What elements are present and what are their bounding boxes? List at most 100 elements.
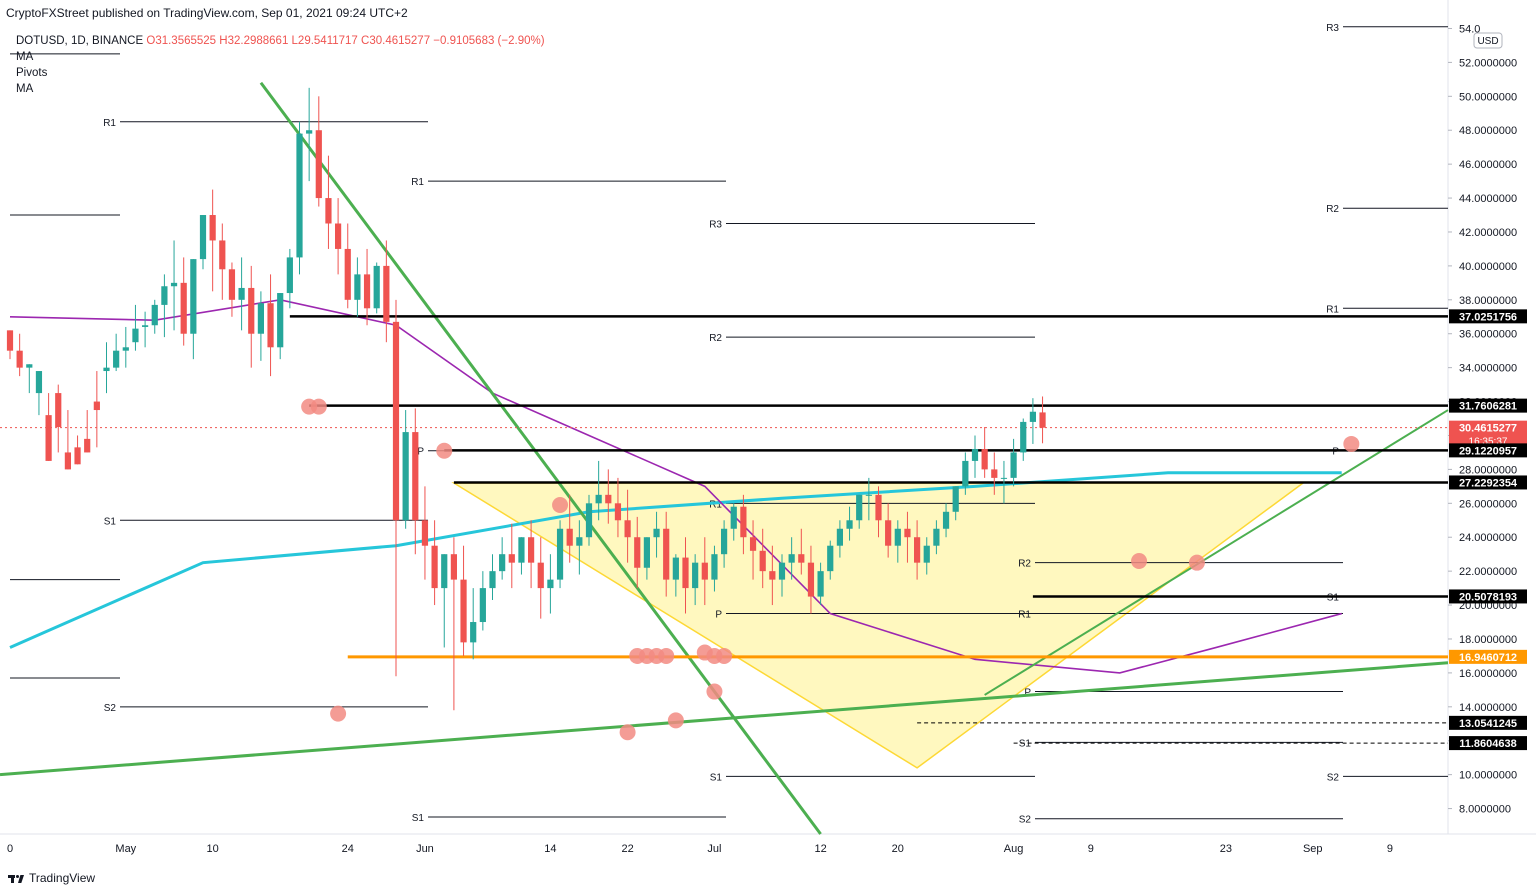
- y-tick-label: 14.0000000: [1459, 702, 1517, 714]
- currency-badge-box[interactable]: [1473, 32, 1503, 49]
- x-tick-label: 12: [814, 843, 826, 855]
- candle-body: [335, 223, 342, 249]
- candle-body: [238, 287, 245, 300]
- candle-body: [836, 528, 843, 546]
- candle-body: [199, 215, 207, 260]
- candle-body: [537, 562, 544, 589]
- price-badge-box: [1449, 475, 1527, 490]
- legend-indicator-pivots[interactable]: Pivots: [16, 67, 48, 79]
- candle-body: [663, 528, 670, 580]
- candle-body: [730, 506, 737, 529]
- candle-body: [421, 520, 429, 546]
- candle-body: [170, 282, 178, 287]
- candle-body: [64, 452, 71, 470]
- candle-body: [875, 494, 882, 521]
- candle-body: [962, 460, 969, 487]
- legend-ohlc: O31.3565525 H32.2988661 L29.5411717 C30.…: [146, 35, 545, 47]
- descending-trend-line: [259, 81, 822, 835]
- currency-badge-label: USD: [1477, 36, 1498, 47]
- touch-point-marker: [1188, 554, 1205, 571]
- candle-body: [122, 347, 129, 351]
- touch-point-marker: [552, 497, 569, 514]
- pivot-level-label: S1: [710, 772, 723, 783]
- candle-body: [846, 520, 853, 529]
- price-badge-label: 30.4615277: [1459, 423, 1517, 435]
- candle-body: [325, 198, 332, 224]
- touch-point-marker: [1131, 552, 1148, 569]
- candle-body: [431, 545, 438, 589]
- candle-body: [682, 557, 689, 589]
- y-tick-label: 38.0000000: [1459, 295, 1517, 307]
- ascending-trend-line: [984, 409, 1449, 696]
- price-badge-box: [1449, 649, 1527, 664]
- price-badge-label: 29.1220957: [1459, 445, 1517, 457]
- candle-body: [923, 545, 930, 563]
- price-badge-label: 20.5078193: [1459, 591, 1517, 603]
- pivot-level-label: S1: [412, 813, 425, 824]
- candle-body: [402, 432, 409, 521]
- candle-body: [180, 282, 187, 334]
- candle-body: [363, 274, 371, 309]
- pivot-level-label: S2: [1019, 815, 1032, 826]
- candle-body: [528, 537, 535, 563]
- legend-indicator-ma-2[interactable]: MA: [16, 83, 34, 95]
- candle-body: [460, 579, 467, 643]
- y-tick-label: 46.0000000: [1459, 159, 1517, 171]
- candle-body: [412, 432, 419, 521]
- candle-body: [566, 528, 573, 546]
- candle-body: [1010, 452, 1017, 478]
- candle-body: [499, 554, 506, 572]
- pivot-level-label: S1: [104, 516, 117, 527]
- candle-body: [653, 528, 660, 538]
- y-tick-label: 26.0000000: [1459, 498, 1517, 510]
- pivot-level-label: R1: [709, 499, 722, 510]
- pivot-r3-label: R3: [1326, 23, 1339, 34]
- candle-body: [778, 562, 786, 580]
- touch-point-marker: [330, 705, 347, 722]
- candle-body: [392, 321, 400, 521]
- candle-body: [585, 503, 593, 538]
- pivot-level-label: S2: [104, 703, 117, 714]
- tradingview-footer[interactable]: TradingView: [8, 871, 95, 885]
- candle-body: [769, 571, 776, 580]
- x-tick-label: 23: [1220, 843, 1232, 855]
- touch-point-marker: [716, 647, 733, 664]
- candle-body: [209, 215, 216, 241]
- tradingview-logo-icon: [8, 873, 24, 883]
- touch-point-marker: [310, 398, 327, 415]
- candle-body: [981, 449, 988, 470]
- x-tick-label: 0: [7, 843, 13, 855]
- y-tick-label: 18.0000000: [1459, 634, 1517, 646]
- legend-symbol[interactable]: DOTUSD, 1D, BINANCE: [16, 35, 144, 47]
- y-tick-label: 22.0000000: [1459, 566, 1517, 578]
- candle-body: [74, 447, 81, 465]
- touch-point-marker: [619, 724, 636, 741]
- candle-body: [151, 304, 158, 326]
- candle-body: [711, 554, 718, 580]
- pivot-level-label: R1: [103, 118, 116, 129]
- price-badge-box: [1449, 736, 1527, 751]
- candle-body: [450, 554, 457, 580]
- candle-body: [257, 303, 264, 334]
- y-tick-label: 44.0000000: [1459, 193, 1517, 205]
- y-tick-label: 40.0000000: [1459, 261, 1517, 273]
- candle-body: [383, 265, 390, 322]
- candle-body: [55, 393, 62, 427]
- candle-body: [933, 528, 940, 546]
- price-badge-label: 27.2292354: [1459, 477, 1518, 489]
- candle-body: [721, 528, 728, 555]
- candle-body: [93, 401, 100, 411]
- candle-body: [807, 562, 815, 597]
- candle-body: [306, 130, 313, 134]
- price-badge-box: [1449, 420, 1527, 447]
- candle-body: [508, 554, 515, 563]
- moving-average-long-line: [9, 471, 1342, 649]
- candle-body: [605, 494, 612, 504]
- candle-body: [1020, 421, 1027, 453]
- candle-body: [219, 240, 226, 270]
- candle-body: [518, 537, 525, 563]
- tradingview-brand: TradingView: [29, 871, 96, 885]
- candle-body: [942, 511, 950, 529]
- x-tick-label: 24: [342, 843, 354, 855]
